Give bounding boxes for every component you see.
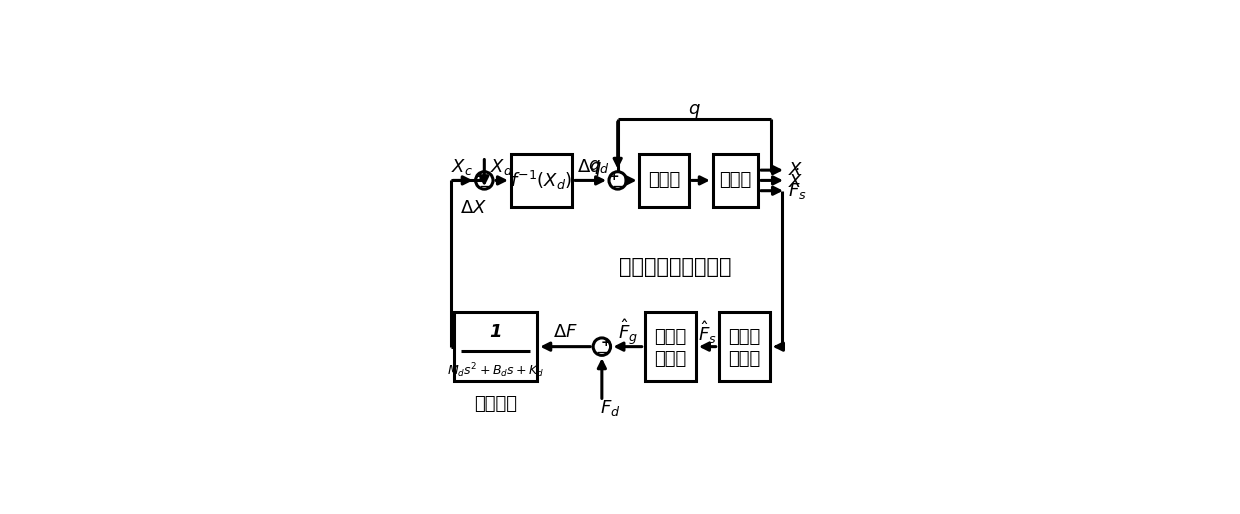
Text: $\dot{X}$: $\dot{X}$ xyxy=(787,169,804,192)
Bar xyxy=(713,154,758,207)
Bar xyxy=(511,154,572,207)
Bar xyxy=(719,312,770,381)
Text: −: − xyxy=(611,179,625,194)
Text: $M_d s^2+B_d s+K_d$: $M_d s^2+B_d s+K_d$ xyxy=(448,361,544,380)
Text: $X_c$: $X_c$ xyxy=(451,157,474,177)
Text: −: − xyxy=(479,179,491,194)
Text: $F_s$: $F_s$ xyxy=(787,181,806,200)
Text: 控制器: 控制器 xyxy=(649,171,681,190)
Text: −: − xyxy=(596,345,609,360)
Text: $q$: $q$ xyxy=(688,102,701,120)
Text: $q_d$: $q_d$ xyxy=(588,158,609,176)
Text: $\hat{F}_g$: $\hat{F}_g$ xyxy=(618,318,637,347)
Text: 机器人: 机器人 xyxy=(719,171,751,190)
Text: $X$: $X$ xyxy=(787,161,804,179)
Text: $\Delta F$: $\Delta F$ xyxy=(553,323,578,341)
Text: 卡尔曼: 卡尔曼 xyxy=(728,328,760,346)
Text: $\Delta X$: $\Delta X$ xyxy=(460,199,487,217)
Text: $\Delta q$: $\Delta q$ xyxy=(577,157,601,178)
Text: $f^{-1}(X_d)$: $f^{-1}(X_d)$ xyxy=(511,169,573,192)
Text: $\hat{F}_s$: $\hat{F}_s$ xyxy=(698,319,717,346)
Text: +: + xyxy=(600,336,611,349)
Text: 机器人位置控制内环: 机器人位置控制内环 xyxy=(619,258,732,278)
Text: 力控制器: 力控制器 xyxy=(474,395,517,413)
Text: $F_d$: $F_d$ xyxy=(600,398,620,418)
Text: +: + xyxy=(609,170,619,183)
Text: +: + xyxy=(475,170,486,183)
Text: 1: 1 xyxy=(490,323,502,341)
Bar xyxy=(640,154,689,207)
Text: 偿算法: 偿算法 xyxy=(655,350,687,368)
Bar xyxy=(645,312,696,381)
Text: 滤波器: 滤波器 xyxy=(728,350,760,368)
Text: $X_d$: $X_d$ xyxy=(490,157,513,177)
Text: 重力补: 重力补 xyxy=(655,328,687,346)
Bar xyxy=(454,312,537,381)
